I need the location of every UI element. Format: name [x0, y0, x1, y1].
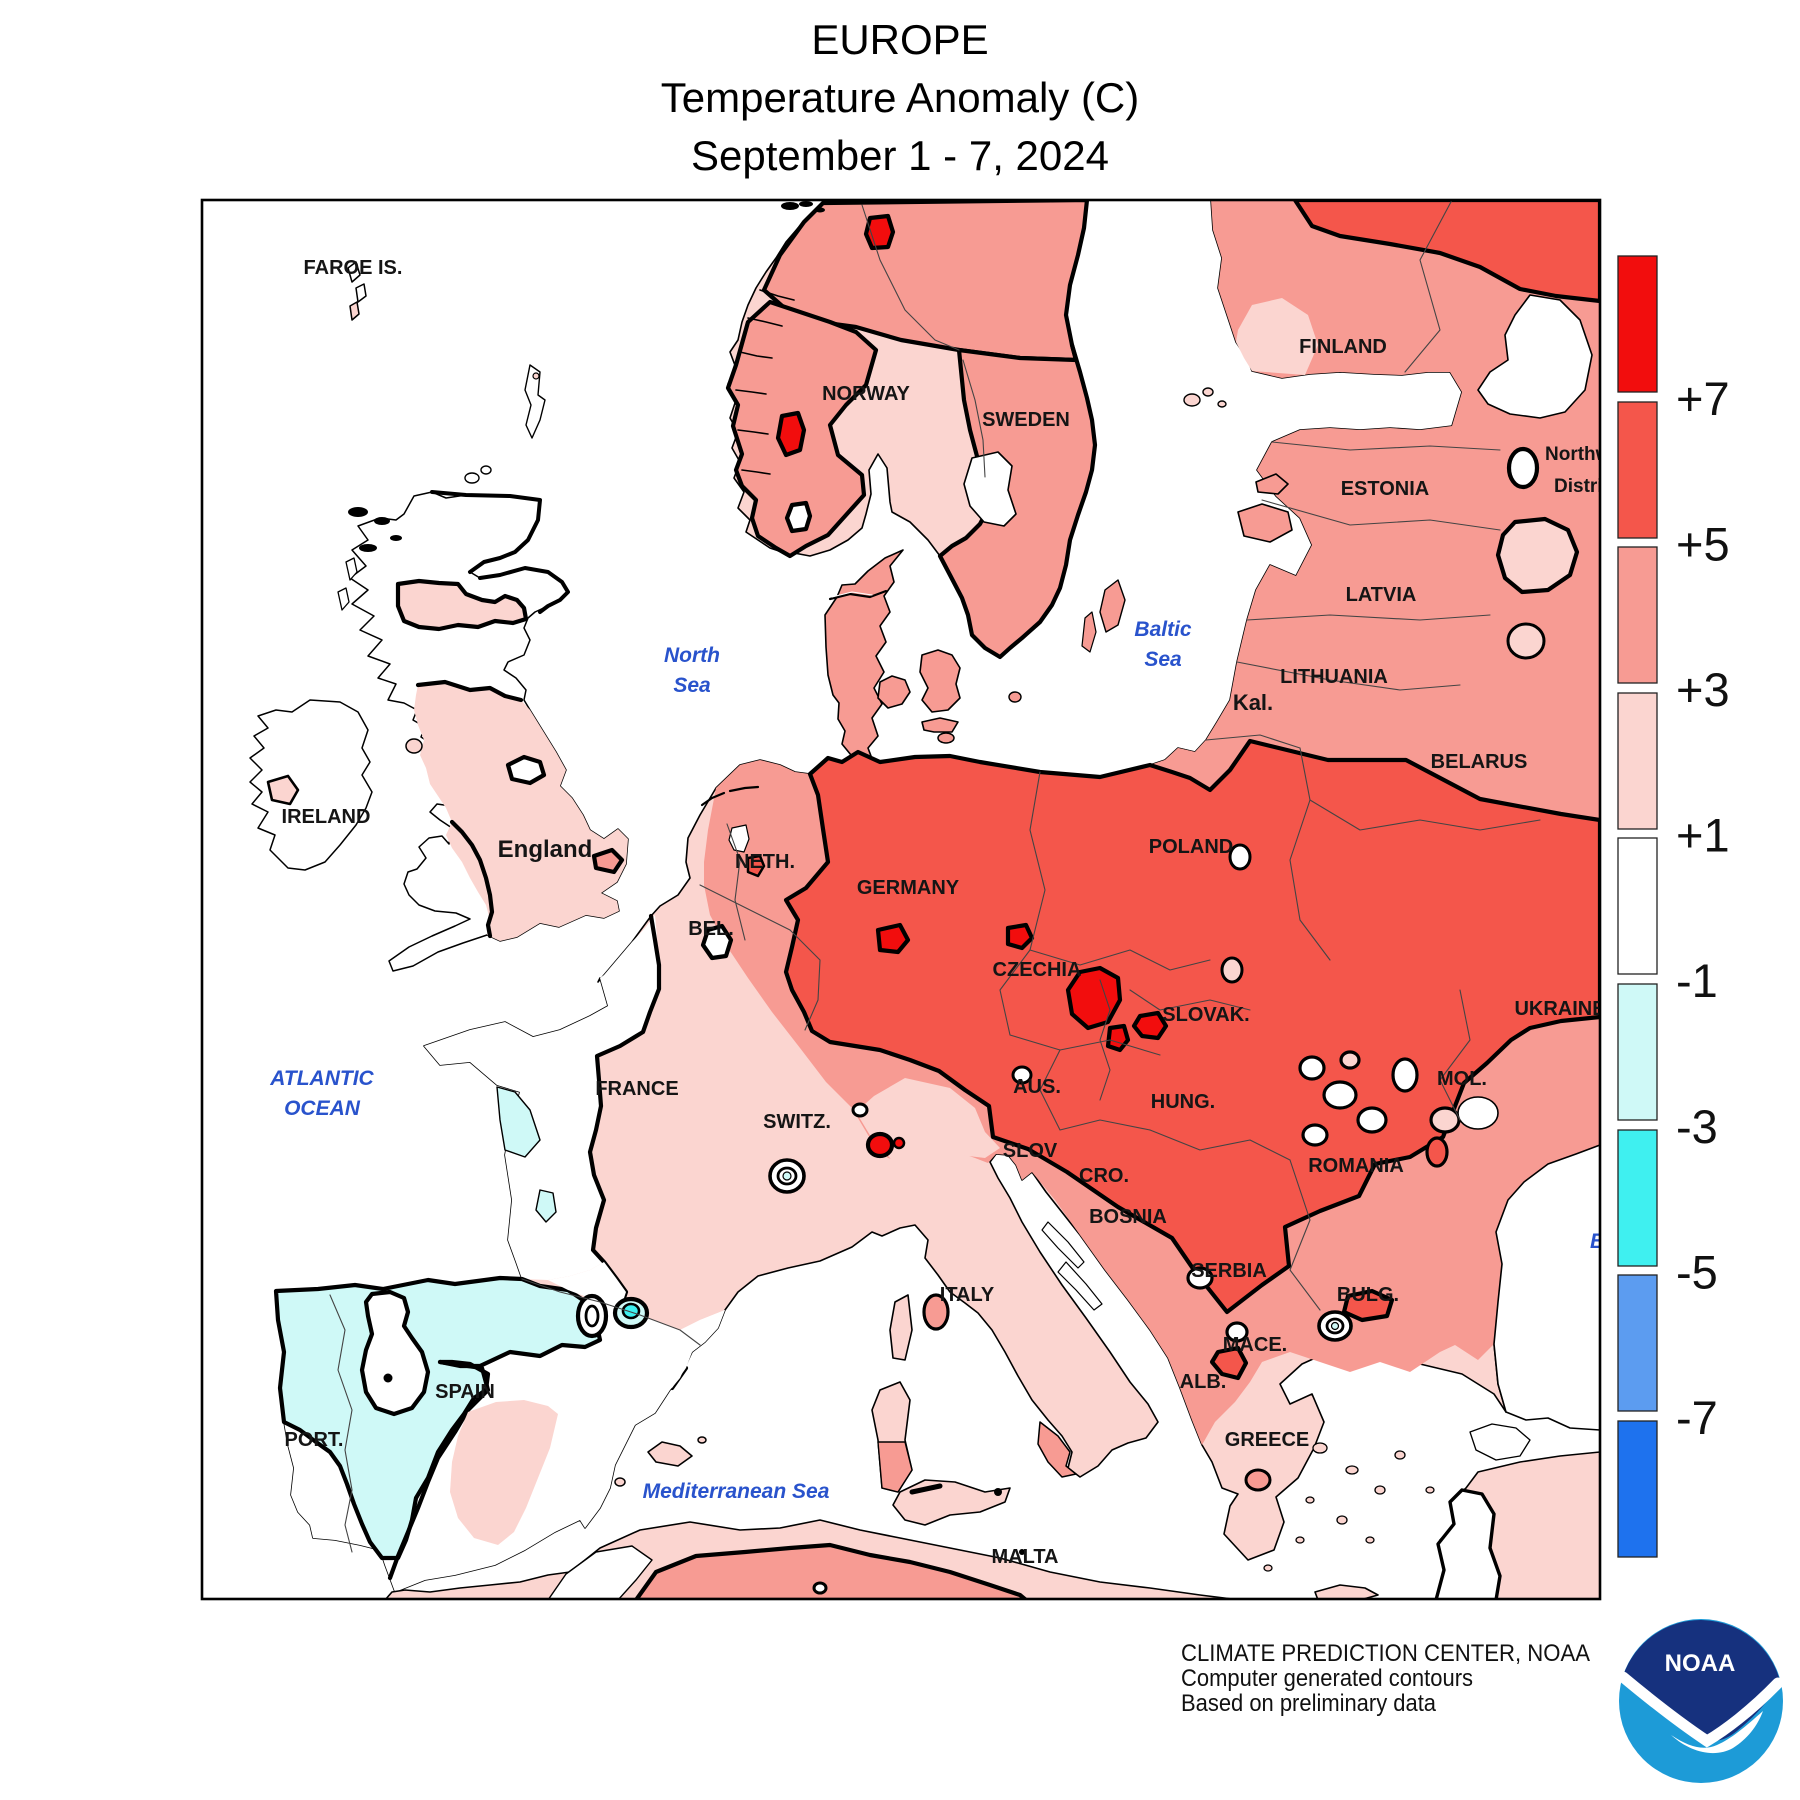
svg-text:Mediterranean Sea: Mediterranean Sea	[643, 1480, 830, 1503]
svg-text:BEL.: BEL.	[688, 918, 734, 940]
svg-text:+1: +1	[1676, 809, 1730, 862]
svg-text:+5: +5	[1676, 517, 1730, 570]
svg-text:CZECHIA: CZECHIA	[993, 959, 1082, 981]
svg-text:B: B	[1590, 1230, 1605, 1253]
svg-text:SPAIN: SPAIN	[435, 1381, 495, 1403]
svg-text:BOSNIA: BOSNIA	[1089, 1206, 1167, 1228]
svg-text:Sea: Sea	[673, 674, 711, 697]
svg-text:MACE.: MACE.	[1223, 1334, 1287, 1356]
svg-text:HUNG.: HUNG.	[1151, 1091, 1215, 1113]
svg-text:ITALY: ITALY	[940, 1284, 995, 1306]
svg-text:MALTA: MALTA	[991, 1546, 1058, 1568]
svg-text:Baltic: Baltic	[1134, 618, 1192, 641]
svg-text:UKRAINE: UKRAINE	[1514, 998, 1605, 1020]
svg-text:GERMANY: GERMANY	[857, 877, 960, 899]
svg-text:-5: -5	[1676, 1245, 1718, 1298]
svg-text:Sea: Sea	[1144, 648, 1182, 671]
svg-text:LATVIA: LATVIA	[1346, 584, 1417, 606]
svg-text:FINLAND: FINLAND	[1299, 336, 1387, 358]
svg-text:Northw: Northw	[1545, 444, 1611, 465]
svg-text:Temperature Anomaly (C): Temperature Anomaly (C)	[661, 74, 1140, 121]
svg-text:ATLANTIC: ATLANTIC	[269, 1067, 374, 1090]
svg-text:BULG.: BULG.	[1337, 1284, 1399, 1306]
svg-text:GREECE: GREECE	[1225, 1429, 1309, 1451]
svg-text:Computer generated contours: Computer generated contours	[1181, 1665, 1473, 1692]
svg-text:LITHUANIA: LITHUANIA	[1280, 666, 1388, 688]
svg-text:SERBIA: SERBIA	[1191, 1260, 1267, 1282]
svg-text:BELARUS: BELARUS	[1431, 751, 1528, 773]
svg-text:CLIMATE PREDICTION CENTER, NOA: CLIMATE PREDICTION CENTER, NOAA	[1181, 1640, 1591, 1667]
svg-text:ALB.: ALB.	[1180, 1371, 1227, 1393]
svg-text:SWEDEN: SWEDEN	[982, 409, 1070, 431]
svg-text:MOL.: MOL.	[1437, 1068, 1487, 1090]
svg-text:-3: -3	[1676, 1100, 1718, 1153]
svg-text:+7: +7	[1676, 372, 1730, 425]
svg-text:IRELAND: IRELAND	[282, 806, 371, 828]
svg-text:North: North	[664, 644, 720, 667]
svg-text:-1: -1	[1676, 954, 1718, 1007]
svg-text:+3: +3	[1676, 663, 1730, 716]
svg-text:-7: -7	[1676, 1391, 1718, 1444]
svg-text:England: England	[498, 836, 593, 863]
svg-text:NOAA: NOAA	[1665, 1650, 1736, 1677]
svg-text:Based on preliminary data: Based on preliminary data	[1181, 1690, 1436, 1717]
svg-text:AUS.: AUS.	[1013, 1076, 1061, 1098]
svg-text:NORWAY: NORWAY	[822, 383, 910, 405]
svg-text:NETH.: NETH.	[735, 851, 795, 873]
svg-text:CRO.: CRO.	[1079, 1165, 1129, 1187]
svg-text:Distri: Distri	[1554, 476, 1603, 497]
svg-text:September 1 - 7, 2024: September 1 - 7, 2024	[691, 132, 1109, 179]
svg-text:Kal.: Kal.	[1233, 690, 1273, 715]
svg-text:SWITZ.: SWITZ.	[763, 1111, 831, 1133]
svg-text:ESTONIA: ESTONIA	[1341, 478, 1430, 500]
svg-text:EUROPE: EUROPE	[811, 16, 988, 63]
svg-text:FAROE IS.: FAROE IS.	[304, 257, 403, 279]
svg-text:POLAND: POLAND	[1149, 836, 1233, 858]
svg-text:ROMANIA: ROMANIA	[1308, 1155, 1404, 1177]
svg-text:OCEAN: OCEAN	[284, 1097, 361, 1120]
svg-text:SLOV: SLOV	[1003, 1140, 1058, 1162]
svg-text:PORT.: PORT.	[285, 1429, 344, 1451]
svg-text:FRANCE: FRANCE	[595, 1078, 678, 1100]
svg-text:SLOVAK.: SLOVAK.	[1162, 1004, 1249, 1026]
